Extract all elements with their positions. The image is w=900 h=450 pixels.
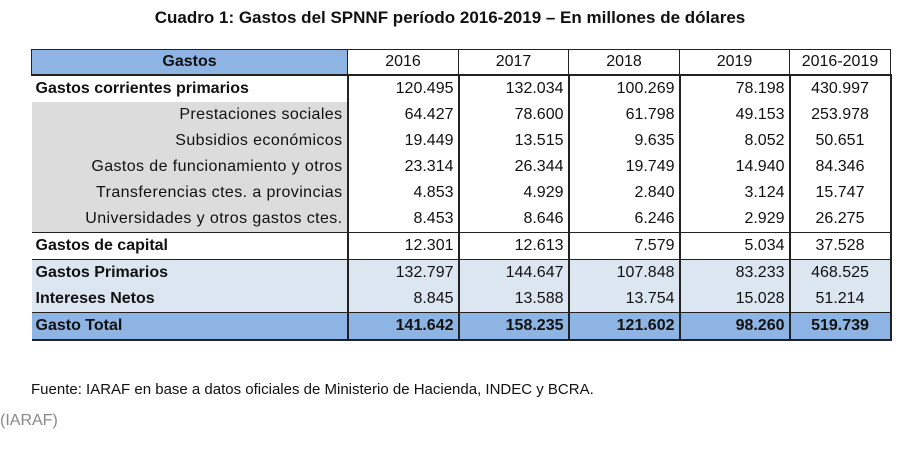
cell-2019: 83.233 (679, 258, 791, 286)
cell-2019: 49.153 (679, 101, 791, 128)
cell-2016-2019: 468.525 (788, 258, 892, 286)
row-gasto-total: Gasto Total 141.642 158.235 121.602 98.2… (31, 311, 892, 341)
cell-2019: 14.940 (679, 153, 791, 180)
cell-2019: 98.260 (679, 311, 791, 341)
cell-2017: 78.600 (458, 101, 570, 128)
cell-2016-2019: 26.275 (788, 205, 892, 232)
header-2016: 2016 (347, 49, 459, 75)
cell-2018: 6.246 (568, 205, 681, 232)
row-gastos-funcionamiento: Gastos de funcionamiento y otros 23.314 … (31, 153, 892, 180)
expenses-table: Gastos 2016 2017 2018 2019 2016-2019 Gas… (31, 49, 892, 341)
cell-2019: 78.198 (679, 73, 791, 102)
cell-2017: 4.929 (458, 179, 570, 206)
cell-2018: 9.635 (568, 127, 681, 154)
row-label: Prestaciones sociales (31, 101, 349, 128)
cell-2017: 8.646 (458, 205, 570, 232)
cell-2016: 8.845 (347, 285, 460, 312)
cell-2016: 132.797 (347, 258, 460, 286)
cell-2018: 13.754 (568, 285, 681, 312)
row-label: Gastos de funcionamiento y otros (31, 153, 349, 180)
cell-2017: 12.613 (458, 231, 570, 259)
cell-2016-2019: 430.997 (788, 73, 892, 102)
cell-2017: 144.647 (458, 258, 570, 286)
cell-2016: 23.314 (347, 153, 460, 180)
header-2018: 2018 (568, 49, 680, 75)
cell-2017: 13.515 (458, 127, 570, 154)
cell-2019: 5.034 (679, 231, 791, 259)
cell-2018: 121.602 (568, 311, 681, 341)
row-prestaciones-sociales: Prestaciones sociales 64.427 78.600 61.7… (31, 101, 892, 128)
row-subsidios-economicos: Subsidios económicos 19.449 13.515 9.635… (31, 127, 892, 154)
cell-2019: 3.124 (679, 179, 791, 206)
cell-2018: 100.269 (568, 73, 681, 102)
cell-2016-2019: 50.651 (788, 127, 892, 154)
row-label: Gastos Primarios (31, 258, 349, 286)
image-credit: (IARAF) (0, 412, 58, 429)
cell-2018: 2.840 (568, 179, 681, 206)
cell-2016: 4.853 (347, 179, 460, 206)
source-note: Fuente: IARAF en base a datos oficiales … (31, 381, 594, 398)
cell-2017: 26.344 (458, 153, 570, 180)
table-title: Cuadro 1: Gastos del SPNNF período 2016-… (154, 8, 746, 27)
row-label: Subsidios económicos (31, 127, 349, 154)
cell-2017: 132.034 (458, 73, 570, 102)
row-universidades: Universidades y otros gastos ctes. 8.453… (31, 205, 892, 232)
cell-2016-2019: 15.747 (788, 179, 892, 206)
cell-2018: 19.749 (568, 153, 681, 180)
row-label: Transferencias ctes. a provincias (31, 179, 349, 206)
table-header-row: Gastos 2016 2017 2018 2019 2016-2019 (31, 49, 891, 75)
row-label: Gastos corrientes primarios (31, 73, 349, 102)
row-intereses-netos: Intereses Netos 8.845 13.588 13.754 15.0… (31, 285, 892, 312)
cell-2017: 158.235 (458, 311, 570, 341)
cell-2019: 15.028 (679, 285, 791, 312)
row-label: Gasto Total (31, 311, 349, 341)
row-gastos-de-capital: Gastos de capital 12.301 12.613 7.579 5.… (31, 231, 892, 259)
row-gastos-corrientes-primarios: Gastos corrientes primarios 120.495 132.… (31, 73, 892, 102)
cell-2018: 61.798 (568, 101, 681, 128)
cell-2017: 13.588 (458, 285, 570, 312)
header-gastos: Gastos (31, 49, 348, 75)
cell-2018: 107.848 (568, 258, 681, 286)
cell-2016-2019: 84.346 (788, 153, 892, 180)
cell-2016: 8.453 (347, 205, 460, 232)
row-label: Intereses Netos (31, 285, 349, 312)
cell-2016-2019: 51.214 (788, 285, 892, 312)
cell-2016-2019: 519.739 (788, 311, 892, 341)
row-gastos-primarios: Gastos Primarios 132.797 144.647 107.848… (31, 258, 892, 286)
cell-2016-2019: 253.978 (788, 101, 892, 128)
cell-2016: 64.427 (347, 101, 460, 128)
header-2016-2019: 2016-2019 (789, 49, 891, 75)
cell-2016-2019: 37.528 (788, 231, 892, 259)
cell-2018: 7.579 (568, 231, 681, 259)
cell-2016: 120.495 (347, 73, 460, 102)
cell-2016: 19.449 (347, 127, 460, 154)
row-label: Gastos de capital (31, 231, 349, 259)
cell-2019: 2.929 (679, 205, 791, 232)
cell-2016: 141.642 (347, 311, 460, 341)
cell-2019: 8.052 (679, 127, 791, 154)
row-transferencias-provincias: Transferencias ctes. a provincias 4.853 … (31, 179, 892, 206)
row-label: Universidades y otros gastos ctes. (31, 205, 349, 232)
cell-2016: 12.301 (347, 231, 460, 259)
header-2017: 2017 (458, 49, 569, 75)
header-2019: 2019 (679, 49, 790, 75)
